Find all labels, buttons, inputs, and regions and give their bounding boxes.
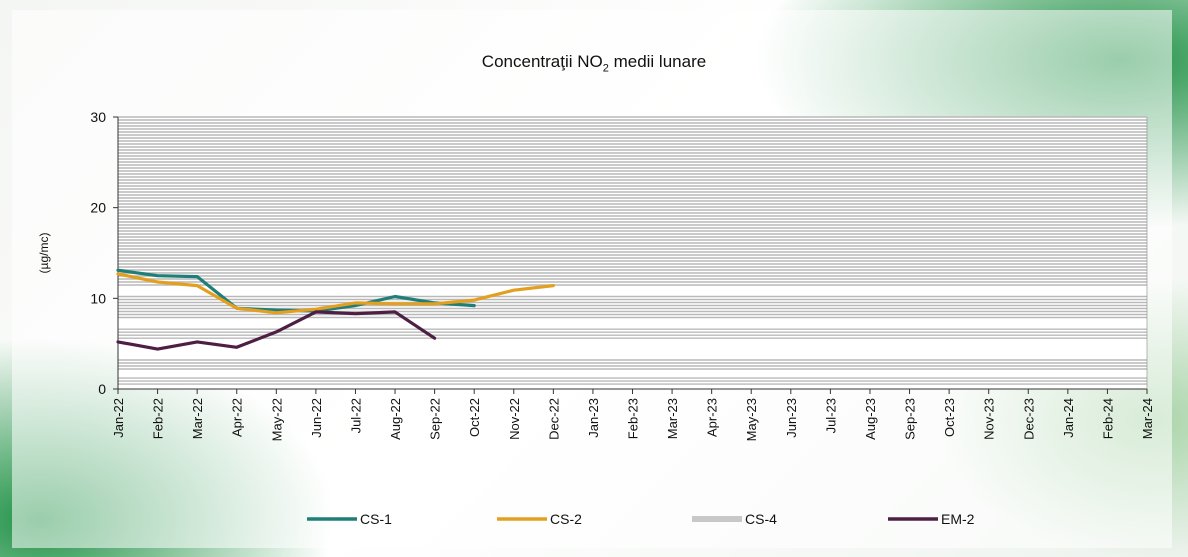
chart-title-subscript: 2 [602, 62, 609, 75]
x-tick-label: Jun-22 [309, 398, 324, 438]
x-tick-label: Feb-23 [626, 398, 641, 439]
legend-label-cs-1: CS-1 [360, 511, 392, 527]
x-tick-label: Jul-22 [348, 398, 363, 433]
x-tick-label: Feb-22 [151, 398, 166, 439]
y-tick-label: 0 [98, 381, 106, 397]
x-tick-label: Dec-23 [1021, 398, 1036, 440]
x-tick-label: Nov-22 [507, 398, 522, 440]
x-tick-label: Dec-22 [546, 398, 561, 440]
x-tick-label: Apr-23 [705, 398, 720, 437]
series-line-em-2 [116, 310, 437, 351]
x-tick-label: Jan-24 [1061, 398, 1076, 438]
x-tick-label: Feb-24 [1100, 398, 1115, 439]
x-tick-label: Aug-23 [863, 398, 878, 440]
x-tick-label: Mar-22 [190, 398, 205, 439]
x-tick-label: Mar-24 [1140, 398, 1155, 439]
legend-label-em-2: EM-2 [941, 511, 975, 527]
x-tick-label: Apr-22 [230, 398, 245, 437]
legend-label-cs-4: CS-4 [745, 511, 777, 527]
x-tick-label: May-23 [744, 398, 759, 441]
x-tick-label: Jul-23 [823, 398, 838, 433]
x-tick-label: May-22 [269, 398, 284, 441]
y-tick-label: 30 [90, 109, 106, 125]
chart-title-prefix: Concentraţii NO [481, 52, 603, 71]
x-tick-label: Oct-23 [942, 398, 957, 437]
legend-label-cs-2: CS-2 [550, 511, 582, 527]
series-line-cs-2 [116, 272, 555, 315]
plot-area [118, 117, 1147, 389]
x-tick-label: Sep-23 [903, 398, 918, 440]
y-axis-label: (µg/mc) [37, 233, 51, 274]
x-tick-label: Jun-23 [784, 398, 799, 438]
y-tick-label: 20 [90, 200, 106, 216]
y-tick-label: 10 [90, 290, 106, 306]
x-tick-label: Oct-22 [467, 398, 482, 437]
x-tick-label: Nov-23 [982, 398, 997, 440]
chart-title: Concentraţii NO2 medii lunare [0, 52, 1188, 74]
x-tick-label: Mar-23 [665, 398, 680, 439]
x-tick-label: Jan-23 [586, 398, 601, 438]
x-tick-label: Sep-22 [428, 398, 443, 440]
chart-title-suffix: medii lunare [608, 52, 707, 71]
x-tick-label: Jan-22 [111, 398, 126, 438]
x-tick-label: Aug-22 [388, 398, 403, 440]
